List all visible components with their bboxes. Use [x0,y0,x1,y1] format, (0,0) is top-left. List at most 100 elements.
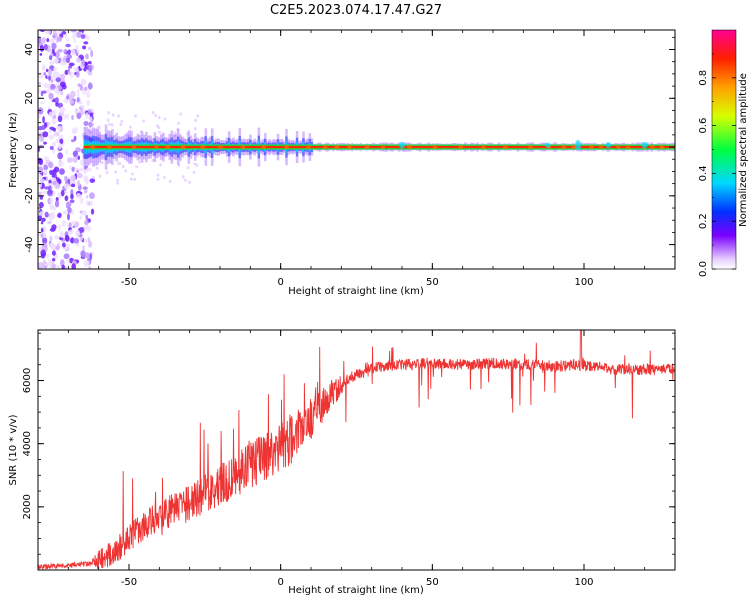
noise-speck [66,37,69,43]
faint-speck [114,170,118,174]
noise-speck [54,51,60,59]
faint-speck [131,172,134,176]
faint-speck [138,160,141,164]
hot-spot [407,145,412,149]
figure-title: C2E5.2023.074.17.47.G27 [270,3,442,18]
noise-speck [80,198,84,205]
faint-speck [179,112,183,116]
x-tick-label: -50 [121,577,137,588]
faint-speck [124,169,128,173]
faint-speck [182,138,186,142]
spectrogram-ylabel: Frequency (Hz) [8,112,19,188]
noise-speck [52,109,57,116]
noise-speck [48,134,55,140]
noise-speck [68,65,73,69]
noise-speck [57,212,62,219]
faint-speck [157,125,161,130]
band-blob [641,141,648,149]
noise-speck [76,88,80,94]
noise-speck [83,224,89,229]
noise-speck [71,48,76,56]
noise-speck [65,43,71,48]
noise-speck [77,83,81,87]
noise-speck [59,106,65,114]
x-tick-label: 100 [574,577,593,588]
x-tick-label: 0 [277,277,283,288]
snr-frame [37,329,676,571]
noise-speck [80,34,86,39]
noise-speck [75,44,79,50]
noise-speck [55,197,59,202]
noise-speck [61,220,67,227]
hot-spot [107,145,112,149]
faint-speck [179,158,182,162]
faint-speck [163,175,166,179]
faint-speck [192,170,196,174]
noise-speck [55,102,59,107]
noise-speck [48,92,54,100]
x-tick-label: 50 [426,277,439,288]
noise-speck [41,190,48,195]
faint-speck [129,177,133,181]
noise-speck [89,253,93,261]
noise-speck [66,95,70,100]
center-line-core [83,145,675,149]
faint-speck [179,137,183,141]
noise-speck [63,114,67,120]
noise-speck [66,213,71,221]
noise-speck [64,183,70,190]
noise-speck [71,209,74,216]
hot-spot [90,145,95,149]
noise-speck [76,192,82,199]
noise-speck [43,43,48,51]
faint-speck [92,175,95,180]
snr-ylabel: SNR (10 * v/v) [8,414,19,485]
faint-speck [105,170,109,174]
noise-speck [64,175,68,182]
noise-speck [38,88,42,94]
snr-ticks: -50 0 50 100 2000 4000 6000 [22,330,676,588]
noise-speck [85,260,90,266]
noise-speck [38,215,43,221]
hot-spot [432,145,438,149]
noise-speck [49,145,54,151]
noise-speck [52,70,57,77]
noise-speck [43,82,49,89]
spectrogram-frame [37,29,676,270]
noise-speck [57,224,61,231]
spectrogram-panel: -50 0 50 100 -40 -20 0 20 40 Height of straight … [8,29,676,297]
noise-speck [85,195,89,199]
colorbar-tick-label: 0.6 [698,118,709,134]
noise-speck [59,61,66,66]
faint-speck [173,134,176,138]
noise-speck [82,245,85,251]
noise-speck [48,161,53,169]
faint-speck [133,114,137,118]
hot-spot [322,145,328,149]
colorbar-tick-label: 0.2 [698,213,709,229]
hot-spot [528,145,533,149]
hot-spot [561,145,566,149]
noise-speck [38,113,41,119]
noise-speck [43,156,50,161]
noise-speck [73,39,77,44]
noise-speck [62,242,66,248]
noise-speck [49,206,53,210]
noise-speck [80,78,85,86]
faint-speck [135,165,138,169]
noise-speck [47,183,52,187]
noise-speck [49,235,53,242]
noise-speck [69,99,75,104]
noise-speck [71,263,76,269]
noise-speck [70,193,74,200]
faint-speck [151,158,155,163]
faint-speck [181,175,185,179]
noise-speck [72,150,79,157]
noise-speck [83,120,89,127]
noise-speck [50,84,56,90]
hot-spot [481,145,486,149]
y-tick-label: 0 [24,144,35,150]
noise-speck [64,195,69,202]
noise-speck [40,90,44,97]
noise-speck [89,178,96,183]
